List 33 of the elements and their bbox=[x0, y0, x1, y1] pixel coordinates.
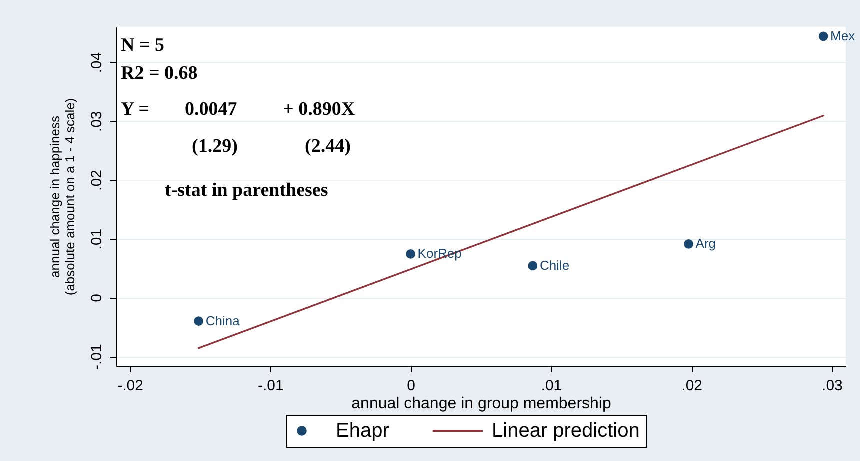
point bbox=[194, 316, 204, 326]
point bbox=[684, 239, 694, 249]
annotation: + 0.890X bbox=[283, 99, 356, 120]
annotation: N = 5 bbox=[121, 35, 165, 56]
point bbox=[528, 261, 538, 271]
y-tick-label: .01 bbox=[88, 228, 106, 250]
point bbox=[406, 249, 416, 259]
x-tick-label: 0 bbox=[407, 378, 416, 394]
y-tick-label: .03 bbox=[88, 111, 106, 132]
x-tick-label: .03 bbox=[822, 378, 843, 394]
y-tick-label: .02 bbox=[88, 170, 106, 191]
legend-label: Ehapr bbox=[336, 420, 390, 442]
y-tick-label: -.01 bbox=[88, 344, 106, 370]
x-axis-title: annual change in group membership bbox=[352, 396, 612, 412]
x-tick-label: .01 bbox=[541, 378, 562, 394]
y-axis-title: annual change in happiness (absolute amount on a 1 - 4 scale) bbox=[48, 98, 78, 296]
x-tick-label: .02 bbox=[682, 378, 703, 394]
legend-label: Linear prediction bbox=[492, 420, 640, 442]
annotation: t-stat in parentheses bbox=[165, 180, 328, 201]
x-tick-label: -.01 bbox=[258, 378, 284, 394]
point bbox=[818, 32, 828, 42]
annotation: Y = bbox=[121, 99, 150, 120]
x-tick-label: -.02 bbox=[118, 378, 144, 394]
annotation: China bbox=[206, 313, 241, 328]
y-tick-label: 0 bbox=[88, 294, 106, 302]
annotation: R2 = 0.68 bbox=[121, 63, 198, 84]
annotation: Mex bbox=[830, 28, 856, 44]
annotation: 0.0047 bbox=[185, 99, 238, 120]
annotation: Arg bbox=[696, 236, 716, 252]
y-tick-label: .04 bbox=[88, 52, 106, 74]
annotation: (2.44) bbox=[305, 136, 351, 157]
annotation: (1.29) bbox=[192, 136, 238, 157]
annotation: Chile bbox=[540, 258, 570, 273]
